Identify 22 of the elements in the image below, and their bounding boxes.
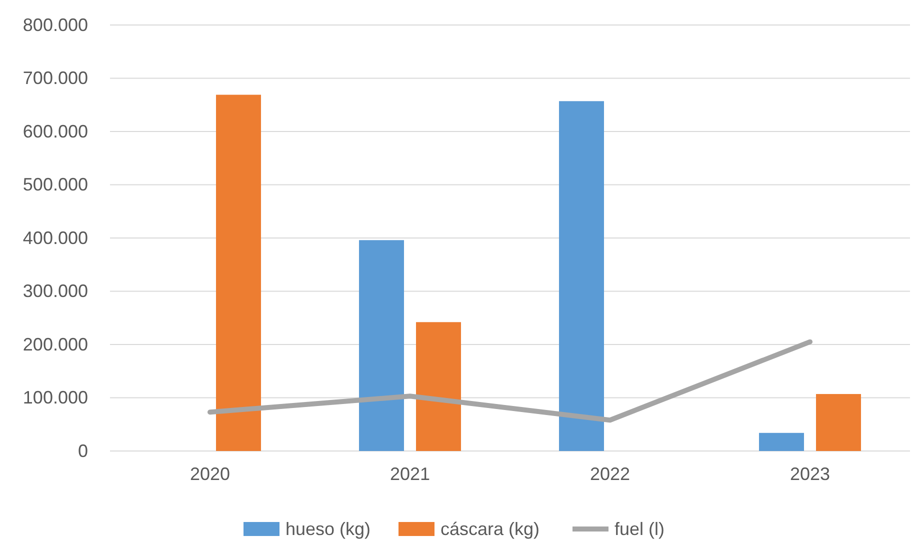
x-tick-label: 2022 [590,464,630,484]
bar [816,394,861,451]
y-tick-label: 600.000 [22,121,88,142]
bar [759,432,804,451]
x-tick-label: 2021 [390,464,430,484]
legend-label: fuel (l) [614,519,665,539]
bar [359,240,404,451]
legend-label: cáscara (kg) [440,519,540,539]
bar [416,322,461,451]
y-tick-label: 700.000 [22,68,88,88]
y-tick-label: 200.000 [22,334,88,354]
legend-label: hueso (kg) [286,519,371,539]
y-tick-label: 400.000 [22,228,88,248]
y-tick-label: 500.000 [22,174,88,195]
x-tick-label: 2023 [790,464,830,484]
x-tick-label: 2020 [190,464,230,484]
y-tick-label: 800.000 [22,14,88,35]
bar [216,94,261,451]
y-tick-label: 100.000 [22,388,88,408]
y-tick-label: 0 [78,440,88,461]
bar [559,101,604,451]
y-tick-label: 300.000 [22,281,88,302]
